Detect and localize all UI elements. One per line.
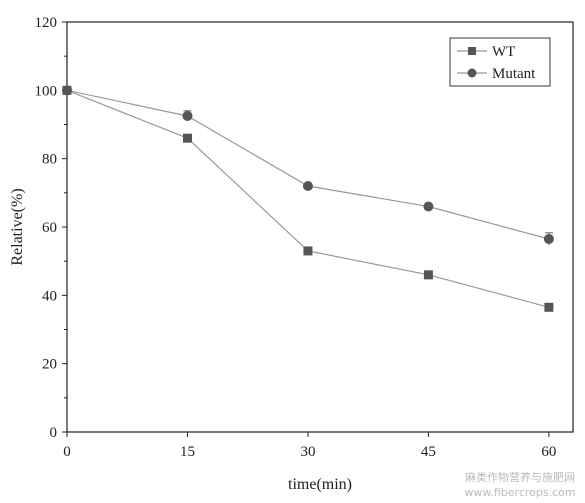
y-tick-label-4: 80 <box>42 152 57 168</box>
point-mutant-4 <box>543 233 554 244</box>
x-tick-label-3: 45 <box>421 444 436 460</box>
series-layer <box>62 85 554 312</box>
y-tick-label-2: 40 <box>42 288 57 304</box>
x-axis-ticks: 0 15 30 45 60 <box>63 432 556 460</box>
y-tick-label-0: 0 <box>50 425 58 441</box>
y-tick-label-6: 120 <box>35 15 58 31</box>
watermark: 麻类作物营养与施肥网 www.fibercrops.com <box>464 470 575 499</box>
series-line-mutant <box>66 89 550 240</box>
y-tick-label-3: 60 <box>42 220 57 236</box>
point-mutant-2 <box>302 181 313 191</box>
watermark-line-2: www.fibercrops.com <box>464 486 575 499</box>
point-wt-3 <box>423 270 433 280</box>
y-tick-label-5: 100 <box>35 83 58 99</box>
point-mutant-3 <box>423 201 434 212</box>
legend-mutant-marker <box>467 68 477 78</box>
x-tick-label-1: 15 <box>180 444 195 460</box>
point-wt-1 <box>182 133 192 143</box>
point-wt-2 <box>303 246 313 256</box>
legend: WT Mutant <box>449 37 551 87</box>
point-mutant-0 <box>62 85 72 96</box>
x-tick-label-0: 0 <box>63 444 71 460</box>
legend-mutant-label: Mutant <box>492 66 536 82</box>
legend-box <box>449 37 551 87</box>
y-axis-ticks: 0 20 40 60 80 100 120 <box>35 15 67 441</box>
watermark-line-1: 麻类作物营养与施肥网 <box>465 470 575 484</box>
x-axis-label: time(min) <box>288 476 352 493</box>
y-tick-label-1: 20 <box>42 357 57 373</box>
legend-wt-label: WT <box>492 44 515 60</box>
y-axis-label: Relative(%) <box>9 188 26 265</box>
x-tick-label-2: 30 <box>300 444 315 460</box>
x-tick-label-4: 60 <box>541 444 556 460</box>
series-line-wt <box>66 89 550 308</box>
point-mutant-1 <box>182 110 193 121</box>
point-wt-4 <box>544 302 554 312</box>
legend-wt-marker <box>468 47 476 55</box>
